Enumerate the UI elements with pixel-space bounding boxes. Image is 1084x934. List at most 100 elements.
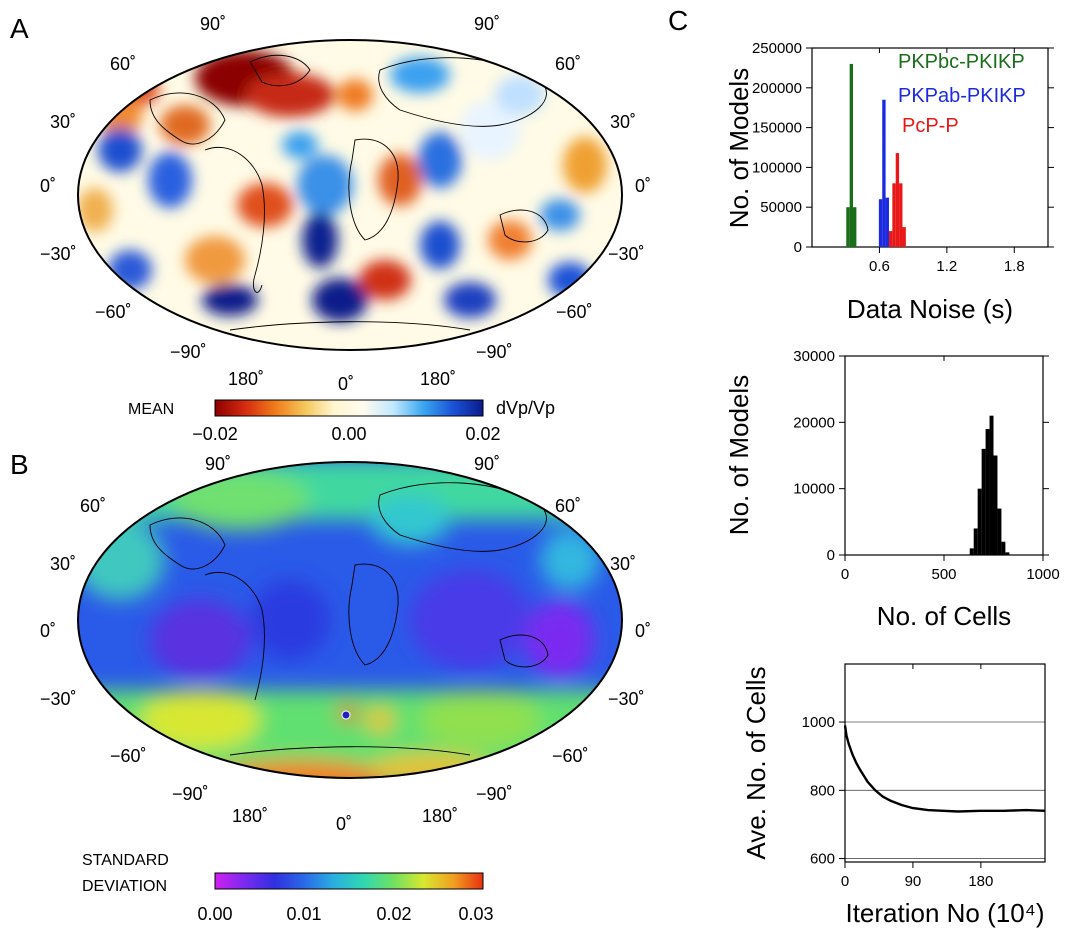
lat-label: −90˚	[172, 784, 209, 804]
x-axis-label: Iteration No (10⁴)	[845, 898, 1044, 928]
lat-label: −60˚	[552, 746, 589, 766]
y-tick-label: 600	[810, 851, 835, 868]
bar	[882, 99, 886, 248]
y-tick-label: 100000	[752, 159, 802, 176]
y-tick-label: 50000	[760, 199, 802, 216]
x-tick-label: 180	[968, 873, 993, 890]
panel-a-lon-labels: 180˚ 0˚ 180˚	[228, 369, 456, 394]
colorbar-unit: dVp/Vp	[496, 398, 555, 418]
lat-label: 60˚	[555, 54, 581, 74]
lat-label: 90˚	[200, 14, 226, 34]
y-axis-label: No. of Models	[724, 375, 754, 535]
y-tick-label: 1000	[802, 714, 835, 731]
lat-label: −30˚	[608, 244, 645, 264]
y-tick-label: 250000	[752, 40, 802, 57]
bar	[981, 448, 986, 555]
panel-a-letter: A	[10, 13, 29, 44]
bar	[1001, 541, 1006, 555]
panel-a-lat-labels-left: 90˚ 60˚ 30˚ 0˚ −30˚ −60˚ −90˚	[40, 14, 226, 362]
legend-entry: PcP-P	[902, 115, 959, 137]
lat-label: 0˚	[635, 621, 651, 641]
x-tick-label: 0.6	[869, 258, 890, 275]
bar	[1005, 552, 1010, 555]
bar	[888, 231, 893, 247]
y-tick-label: 0	[794, 239, 802, 256]
lat-label: −30˚	[608, 689, 645, 709]
panel-b-letter: B	[10, 449, 29, 480]
colorbar-label-line1: STANDARD	[82, 852, 169, 869]
colorbar-tick: 0.01	[286, 904, 321, 924]
panel-b-lon-labels: 180˚ 0˚ 180˚	[232, 806, 458, 834]
lon-label: 0˚	[336, 814, 352, 834]
lon-label: 0˚	[338, 374, 354, 394]
colorbar-tick: −0.02	[192, 424, 238, 444]
bar	[849, 63, 854, 247]
lat-label: 90˚	[205, 454, 231, 474]
panel-a: A	[10, 13, 651, 444]
bar	[969, 548, 974, 555]
y-tick-label: 800	[810, 782, 835, 799]
lat-label: 60˚	[80, 496, 106, 516]
y-tick-label: 10000	[793, 481, 835, 498]
bar	[973, 528, 978, 555]
x-tick-label: 1000	[1026, 566, 1059, 583]
x-tick-label: 1.8	[1004, 258, 1025, 275]
bar	[885, 197, 889, 247]
chart-c-bottom: 600 800 1000 0 90 180 Iteration No (10⁴) Ave. N…	[741, 663, 1046, 928]
legend-entry: PKPbc-PKIKP	[898, 51, 1025, 73]
lat-label: −90˚	[476, 784, 513, 804]
y-tick-label: 30000	[793, 348, 835, 365]
y-axis-label: No. of Models	[724, 68, 754, 228]
colorbar-tick: 0.00	[197, 904, 232, 924]
lat-label: 30˚	[610, 554, 636, 574]
panel-b-lat-labels-left: 90˚ 60˚ 30˚ 0˚ −30˚ −60˚ −90˚	[40, 454, 231, 804]
lon-label: 180˚	[228, 369, 264, 389]
panel-b-lat-labels-right: 90˚ 60˚ 30˚ 0˚ −30˚ −60˚ −90˚	[474, 454, 651, 804]
lat-label: −60˚	[95, 302, 132, 322]
bar	[993, 455, 998, 555]
colorbar-gradient	[214, 399, 484, 417]
bar	[853, 207, 857, 247]
lat-label: −90˚	[476, 342, 513, 362]
lon-label: 180˚	[422, 806, 458, 826]
chart-c-top: 0 50000 100000 150000 200000 250000 0.6 1.2 1.8 D…	[724, 40, 1054, 324]
x-tick-label: 90	[905, 873, 922, 890]
chart-c-middle: 0 10000 20000 30000 0 500 1000 No. of Cells No. …	[724, 348, 1060, 631]
plot-frame	[844, 663, 1046, 863]
bar	[902, 227, 906, 247]
lat-label: 0˚	[40, 621, 56, 641]
panel-b-colorbar: STANDARD DEVIATION 0.00 0.01 0.02 0.03	[82, 852, 494, 924]
panel-c-letter: C	[668, 5, 688, 36]
bar	[977, 488, 982, 555]
series-line	[843, 725, 1046, 813]
lat-label: 60˚	[110, 54, 136, 74]
lat-label: 0˚	[635, 176, 651, 196]
panel-a-map	[77, 39, 623, 351]
legend-entry: PKPab-PKIKP	[898, 85, 1026, 107]
lat-label: 30˚	[50, 112, 76, 132]
panel-b-hotspot	[341, 710, 351, 720]
plot-frame	[844, 355, 1044, 556]
lat-label: 90˚	[474, 454, 500, 474]
panel-a-colorbar: MEAN dVp/Vp −0.02 0.00 0.02	[128, 398, 555, 444]
lat-label: 30˚	[50, 554, 76, 574]
bar	[892, 183, 896, 247]
panel-b-frame	[77, 461, 623, 779]
lat-label: 60˚	[555, 496, 581, 516]
bar	[997, 508, 1002, 555]
panel-a-coastlines	[149, 54, 549, 331]
lat-label: −30˚	[40, 689, 77, 709]
lon-label: 180˚	[232, 806, 268, 826]
y-axis-label: Ave. No. of Cells	[741, 666, 771, 859]
panel-b-map	[77, 461, 623, 779]
colorbar-tick: 0.02	[465, 424, 500, 444]
lat-label: −60˚	[110, 746, 147, 766]
x-axis-label: No. of Cells	[877, 601, 1011, 631]
y-tick-label: 0	[827, 547, 835, 564]
lat-label: −30˚	[40, 244, 77, 264]
panel-a-frame	[77, 39, 623, 351]
lat-label: 30˚	[610, 112, 636, 132]
colorbar-tick: 0.00	[331, 424, 366, 444]
